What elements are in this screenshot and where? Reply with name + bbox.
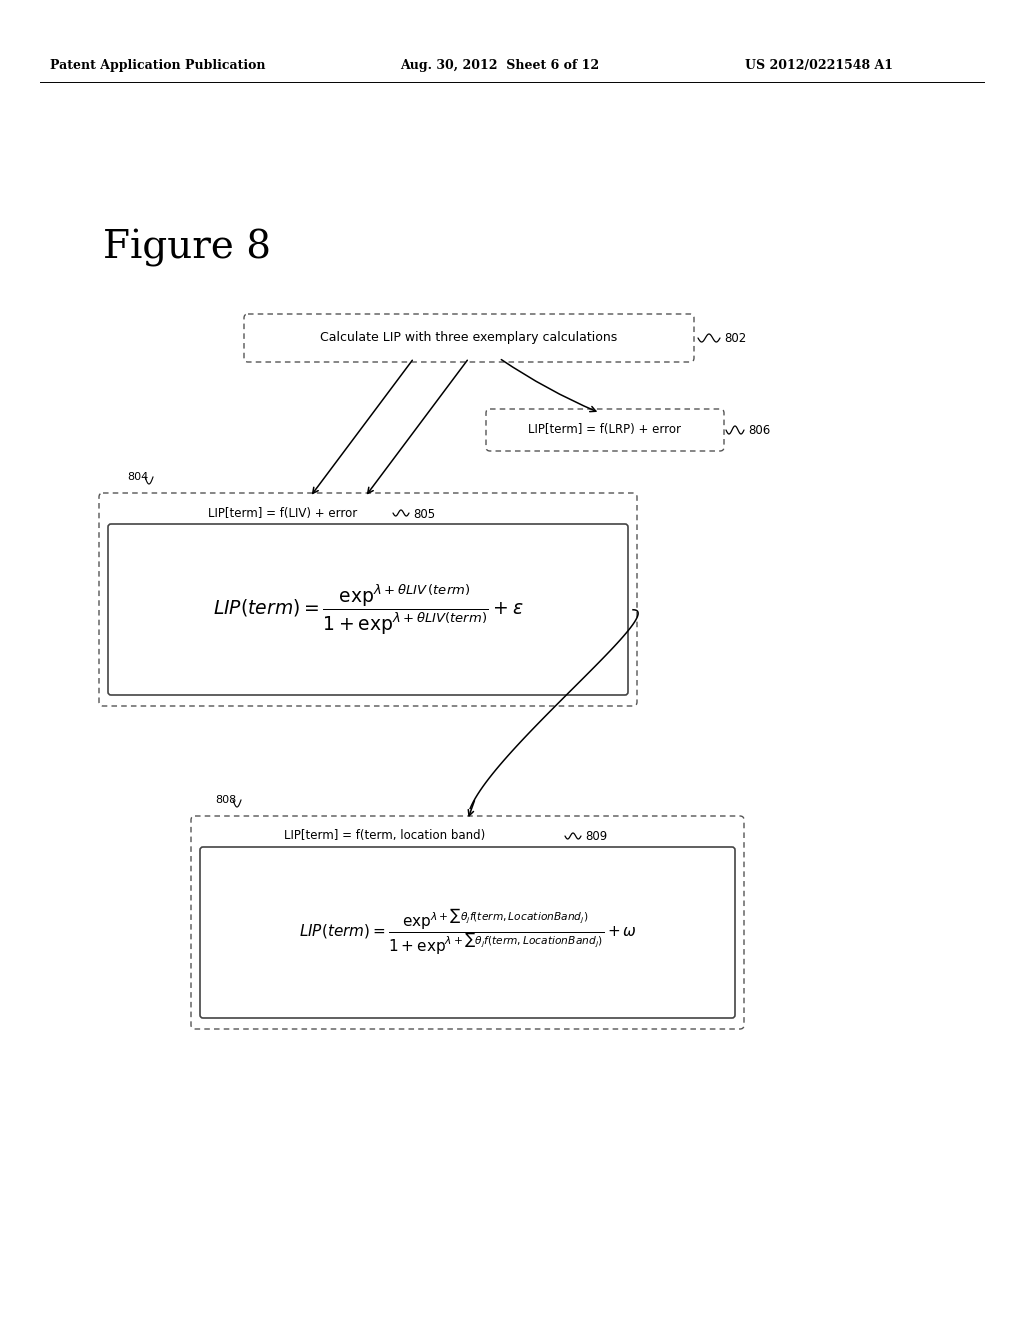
Text: LIP[term] = f(term, location band): LIP[term] = f(term, location band) — [285, 829, 485, 842]
FancyBboxPatch shape — [244, 314, 694, 362]
Text: Figure 8: Figure 8 — [103, 228, 271, 267]
FancyBboxPatch shape — [191, 816, 744, 1030]
FancyBboxPatch shape — [486, 409, 724, 451]
Text: Patent Application Publication: Patent Application Publication — [50, 58, 265, 71]
FancyBboxPatch shape — [99, 492, 637, 706]
Text: 802: 802 — [724, 333, 746, 346]
Text: LIP[term] = f(LIV) + error: LIP[term] = f(LIV) + error — [208, 507, 357, 520]
Text: 808: 808 — [215, 795, 237, 805]
Text: 804: 804 — [127, 473, 148, 482]
Text: 805: 805 — [413, 507, 435, 520]
Text: 806: 806 — [748, 425, 770, 437]
Text: 809: 809 — [585, 830, 607, 843]
Text: $\mathit{LIP}(\mathit{term}) = \dfrac{\mathrm{exp}^{\lambda+\theta \mathit{LIV}\: $\mathit{LIP}(\mathit{term}) = \dfrac{\m… — [213, 582, 523, 636]
Text: $\mathit{LIP}(\mathit{term}) = \dfrac{\mathrm{exp}^{\lambda+\sum\theta_j f(\math: $\mathit{LIP}(\mathit{term}) = \dfrac{\m… — [299, 908, 637, 957]
Text: Aug. 30, 2012  Sheet 6 of 12: Aug. 30, 2012 Sheet 6 of 12 — [400, 58, 599, 71]
Text: LIP[term] = f(LRP) + error: LIP[term] = f(LRP) + error — [528, 424, 682, 437]
Text: Calculate LIP with three exemplary calculations: Calculate LIP with three exemplary calcu… — [321, 331, 617, 345]
FancyBboxPatch shape — [200, 847, 735, 1018]
FancyBboxPatch shape — [108, 524, 628, 696]
Text: US 2012/0221548 A1: US 2012/0221548 A1 — [745, 58, 893, 71]
